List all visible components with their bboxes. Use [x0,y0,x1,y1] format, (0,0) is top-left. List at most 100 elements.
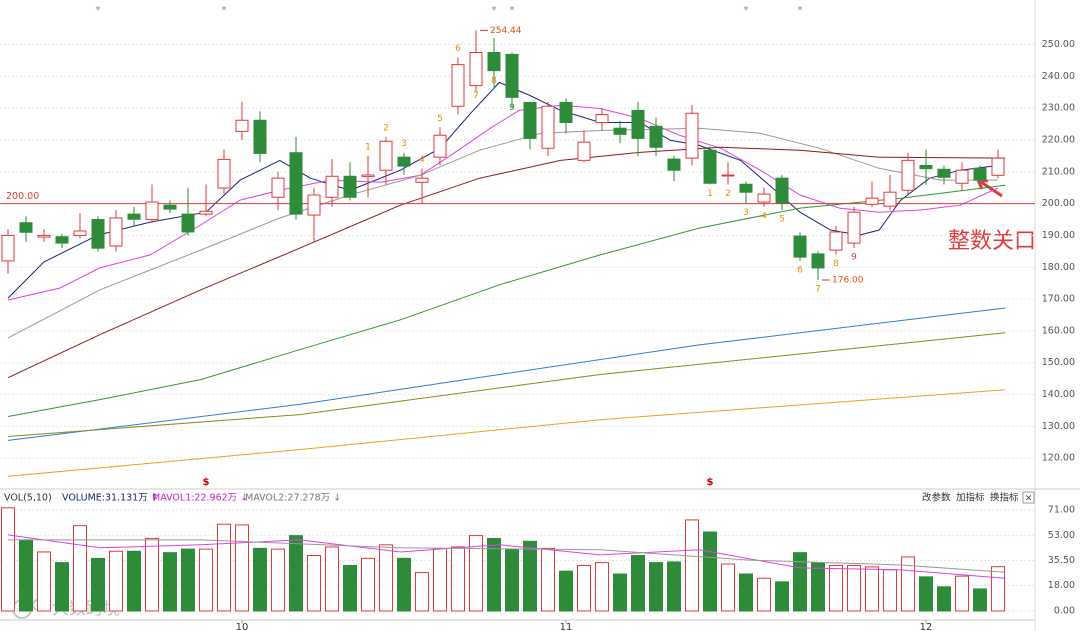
volume-bar [55,562,69,612]
volume-bar [541,547,555,612]
td-count: 3 [401,139,407,149]
ma-line [7,389,1006,477]
volume-bar [397,557,411,612]
top-marker: * [96,5,101,16]
button[interactable]: 改参数 [922,492,951,504]
button[interactable]: 加指标 [956,492,985,504]
volume-bar [343,564,357,612]
candle-body [667,158,681,171]
volume-bar [649,562,663,612]
ma-line [7,307,1006,441]
ma-line [7,127,998,339]
x-tick-label: 12 [920,622,933,631]
td-count: 6 [797,265,803,275]
volume-bar [217,523,231,612]
candle-body [109,217,123,247]
y-tick-label: 170.00 [1042,294,1075,305]
volume-bar [451,546,465,612]
candle-body [775,177,789,204]
volume-bar [559,570,573,612]
ma-line [7,184,1006,417]
td-count: 4 [419,155,425,165]
candle-body [757,193,771,203]
candle-body [325,175,339,198]
ma-line [8,539,1006,573]
candle-body [163,204,177,210]
candle-body [685,112,699,159]
volume-bar [685,519,699,612]
volume-bar [163,552,177,612]
y-tick-label: 130.00 [1042,421,1075,432]
volume-bar [595,562,609,612]
volume-bar [379,544,393,612]
candle-body [73,230,87,236]
candle-body [613,127,627,135]
y-tick-label: 240.00 [1042,71,1075,82]
volume-bar [739,573,753,612]
button[interactable]: × [1025,494,1033,504]
candle-body [55,236,69,244]
volume-bar [523,540,537,612]
y-tick-label: 53.00 [1048,530,1075,541]
y-tick-label: 230.00 [1042,103,1075,114]
candle-body [361,174,375,178]
candle-body [793,235,807,258]
candle-body [415,177,429,183]
y-tick-label: 190.00 [1042,230,1075,241]
td-count: 1 [707,189,713,199]
candle-body [235,119,249,132]
candle-body [19,222,33,233]
button[interactable]: 换指标 [990,492,1019,504]
candle-body [199,210,213,215]
td-count: 8 [833,259,839,269]
candle-body [145,201,159,221]
candle-body [487,52,501,72]
candle-body [523,101,537,139]
candle-body [973,167,987,181]
candle-body [937,168,951,178]
candle-body [307,194,321,216]
mavol2-value: MAVOL2:27.278万 ↓ [245,493,341,504]
candle-body [217,158,231,189]
ma-line [7,332,1006,437]
candle-body [505,53,519,98]
td-count: 6 [455,44,461,54]
ma-line [7,81,999,299]
bottom-marker: $ [707,477,714,488]
candle-body [901,159,915,191]
ma-line [7,104,999,301]
top-marker: * [744,5,749,16]
volume-bar [757,577,771,612]
candle-body [181,213,195,233]
high-label: 254.44 [490,26,522,36]
y-tick-label: 200.00 [1042,198,1075,209]
candle-body [649,125,663,148]
vol-title: VOL(5,10) [4,493,52,504]
candle-body [811,253,825,269]
volume-bar [109,550,123,612]
candle-body [343,175,357,198]
candle-body [37,234,51,238]
y-tick-label: 120.00 [1042,453,1075,464]
y-tick-label: 210.00 [1042,166,1075,177]
volume-bar [775,581,789,612]
td-count: 9 [851,253,857,263]
y-tick-label: 250.00 [1042,39,1075,50]
candle-body [1,234,15,262]
candle-body [541,105,555,149]
volume-bar [991,566,1005,612]
candle-body [433,134,447,158]
candle-body [127,213,141,220]
close-box[interactable] [1022,491,1035,504]
candle-body [847,211,861,244]
td-count: 5 [779,215,785,225]
ma-line [7,534,1006,579]
volume-bar [307,555,321,612]
td-count: 9 [509,103,515,113]
low-label: 176.00 [832,276,864,286]
candle-body [631,109,645,139]
volume-bar [721,563,735,612]
td-count: 3 [743,208,749,218]
candle-body [271,177,285,198]
